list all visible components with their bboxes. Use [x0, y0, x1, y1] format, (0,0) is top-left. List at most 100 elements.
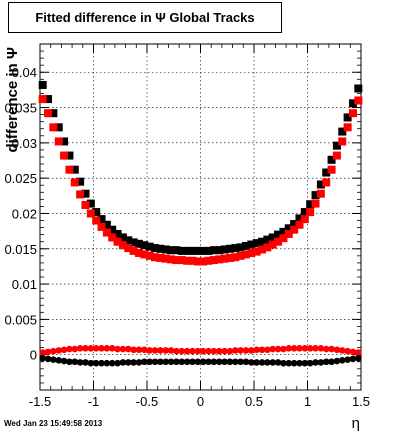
data-point — [124, 244, 133, 253]
data-point — [167, 358, 175, 366]
y-axis-label: difference in Ψ — [4, 47, 21, 153]
data-point — [162, 347, 170, 354]
data-point — [301, 359, 309, 367]
data-point — [349, 355, 357, 363]
data-point — [242, 347, 250, 354]
data-point — [141, 346, 148, 354]
data-point — [71, 345, 79, 353]
data-point — [264, 359, 271, 366]
data-point — [146, 358, 153, 366]
data-point — [296, 359, 303, 367]
data-point — [124, 236, 133, 245]
data-point — [135, 359, 143, 366]
data-point — [167, 246, 176, 255]
data-point — [130, 359, 137, 366]
series-1 — [38, 95, 363, 266]
data-point — [274, 237, 283, 246]
data-point — [124, 345, 132, 353]
data-point — [354, 84, 363, 93]
data-point — [338, 127, 347, 136]
data-point — [300, 215, 309, 224]
x-tick-label: 0 — [197, 394, 204, 409]
data-point — [54, 137, 63, 146]
data-point — [156, 244, 165, 253]
data-point — [332, 151, 341, 160]
data-point — [343, 123, 352, 132]
data-point — [231, 358, 239, 366]
x-tick-label: 0.5 — [245, 394, 263, 409]
data-point — [252, 239, 261, 248]
data-point — [215, 255, 224, 264]
data-point — [172, 256, 181, 265]
data-point — [338, 137, 347, 146]
data-point — [221, 358, 228, 366]
data-point — [151, 347, 159, 354]
y-tick-label: 0.035 — [4, 101, 37, 116]
data-point — [348, 99, 357, 108]
data-point — [87, 345, 95, 352]
data-point — [290, 225, 299, 234]
data-point — [86, 199, 95, 208]
data-point — [188, 246, 197, 255]
data-point — [44, 109, 53, 118]
data-point — [108, 345, 116, 352]
data-point — [279, 227, 288, 236]
data-point — [333, 357, 341, 365]
data-point — [114, 345, 121, 353]
data-point — [322, 358, 330, 366]
data-point — [60, 346, 68, 354]
data-point — [66, 358, 73, 366]
x-tick-label: -1.5 — [29, 394, 51, 409]
data-point — [177, 256, 186, 265]
data-point — [312, 345, 319, 352]
data-point — [241, 250, 250, 259]
data-point — [177, 246, 186, 255]
data-point — [354, 96, 363, 105]
data-point — [108, 233, 117, 242]
y-tick-label: 0.04 — [12, 65, 37, 80]
y-tick-label: 0 — [30, 348, 37, 363]
data-point — [252, 247, 261, 256]
data-point — [114, 359, 121, 367]
data-point — [306, 359, 314, 367]
data-point — [253, 346, 260, 354]
data-point — [157, 358, 164, 366]
data-point — [66, 345, 73, 353]
series-2 — [39, 345, 362, 356]
data-point — [204, 256, 213, 265]
data-point — [70, 178, 79, 187]
data-point — [82, 359, 89, 366]
title-box: Fitted difference in Ψ Global Tracks — [8, 2, 282, 33]
data-point — [258, 346, 266, 354]
data-point — [209, 256, 218, 265]
y-tick-label: 0.01 — [12, 277, 37, 292]
data-point — [258, 359, 266, 366]
data-point — [199, 358, 207, 366]
data-point — [82, 345, 89, 352]
data-point — [183, 246, 192, 255]
data-point — [210, 347, 218, 355]
data-point — [193, 257, 202, 266]
y-tick-label: 0.03 — [12, 136, 37, 151]
data-point — [220, 245, 229, 254]
y-tick-label: 0.015 — [4, 242, 37, 257]
data-point — [38, 80, 47, 89]
data-point — [119, 359, 127, 366]
data-point — [108, 359, 116, 367]
data-point — [44, 95, 53, 104]
data-point — [173, 358, 180, 366]
data-point — [242, 358, 250, 366]
data-point — [269, 359, 277, 366]
data-point — [290, 220, 299, 229]
data-point — [322, 178, 331, 187]
data-point — [355, 354, 362, 362]
x-tick-label: -1 — [88, 394, 100, 409]
data-point — [178, 358, 186, 366]
data-point — [317, 345, 325, 352]
data-point — [39, 354, 46, 362]
data-point — [306, 200, 315, 209]
data-point — [113, 229, 122, 238]
data-point — [76, 177, 85, 186]
data-point — [349, 348, 357, 356]
